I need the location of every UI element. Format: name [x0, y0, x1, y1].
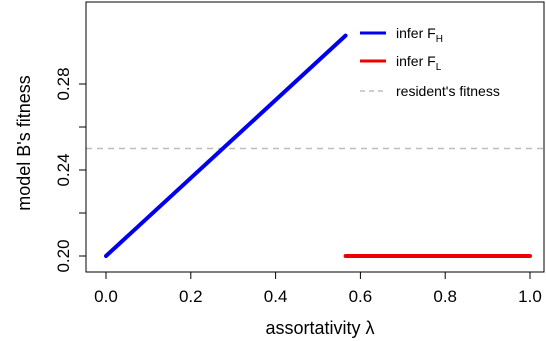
x-tick-label: 0.8	[433, 287, 457, 306]
y-tick-label: 0.28	[54, 67, 73, 100]
x-tick-label: 0.2	[179, 287, 203, 306]
legend-label-main: infer F	[396, 53, 436, 69]
y-tick-label: 0.24	[54, 153, 73, 186]
x-tick-label: 0.0	[94, 287, 118, 306]
plot-frame	[85, 1, 545, 273]
x-axis-title: assortativity λ	[265, 318, 374, 338]
x-tick-label: 0.4	[264, 287, 288, 306]
x-axis: 0.0 0.2 0.4 0.6 0.8 1.0	[94, 271, 542, 306]
legend-label-main: infer F	[396, 25, 436, 41]
legend-label-1: infer FL	[396, 53, 442, 73]
legend-label-0: infer FH	[396, 25, 443, 45]
y-axis: 0.20 0.24 0.28	[54, 67, 87, 273]
legend-label-main: resident's fitness	[396, 83, 500, 99]
y-tick-label: 0.20	[54, 239, 73, 272]
plot-box	[85, 1, 545, 273]
series-line-0	[104, 33, 348, 258]
legend-label-subscript: H	[436, 34, 443, 45]
x-tick-label: 1.0	[518, 287, 542, 306]
legend-label-subscript: L	[436, 62, 442, 73]
y-axis-title: model B's fitness	[14, 75, 34, 211]
series-layer	[86, 33, 544, 258]
legend-label-2: resident's fitness	[396, 83, 500, 99]
x-tick-label: 0.6	[349, 287, 373, 306]
